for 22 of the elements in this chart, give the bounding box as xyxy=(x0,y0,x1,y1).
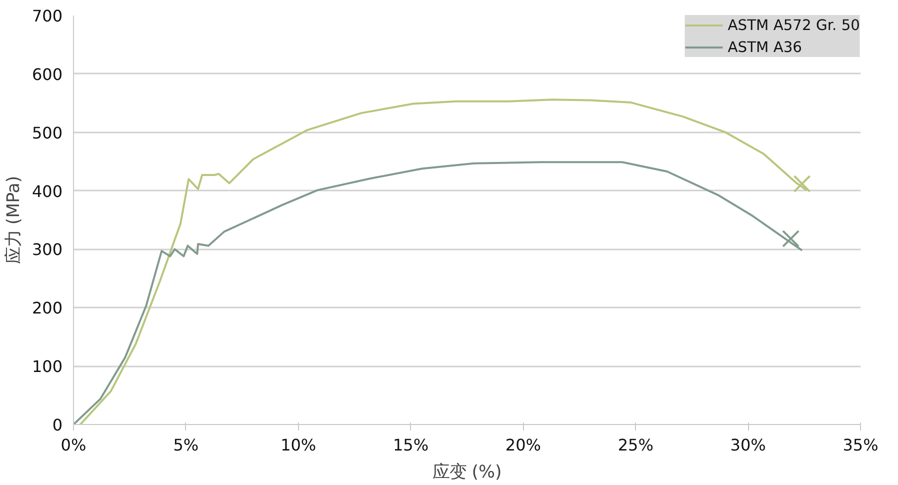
y-tick-label: 200 xyxy=(32,298,63,318)
y-tick-label: 0 xyxy=(52,416,63,434)
x-tick-label: 25% xyxy=(618,436,654,454)
x-tick-label: 0% xyxy=(60,436,86,454)
x-tick-label: 10% xyxy=(280,436,316,454)
y-tick-label: 400 xyxy=(32,182,63,201)
line-series xyxy=(74,161,804,424)
legend-label: ASTM A572 Gr. 50 xyxy=(728,16,860,34)
x-tick-label: 5% xyxy=(173,436,199,454)
line-series xyxy=(79,98,808,424)
y-axis-title: 应力 (MPa) xyxy=(4,176,24,264)
x-tick-label: 30% xyxy=(730,436,766,454)
x-tick-label: 20% xyxy=(505,436,541,454)
y-tick-label: 300 xyxy=(32,240,63,260)
x-tick-label: 15% xyxy=(393,436,429,454)
y-tick-label: 500 xyxy=(32,123,63,142)
y-tick-label: 100 xyxy=(32,357,63,376)
x-axis-title: 应变 (%) xyxy=(432,462,502,482)
y-tick-label: 700 xyxy=(32,6,63,26)
legend-label: ASTM A36 xyxy=(728,38,802,56)
x-tick-label: 35% xyxy=(842,436,878,454)
y-tick-label: 600 xyxy=(32,64,63,84)
